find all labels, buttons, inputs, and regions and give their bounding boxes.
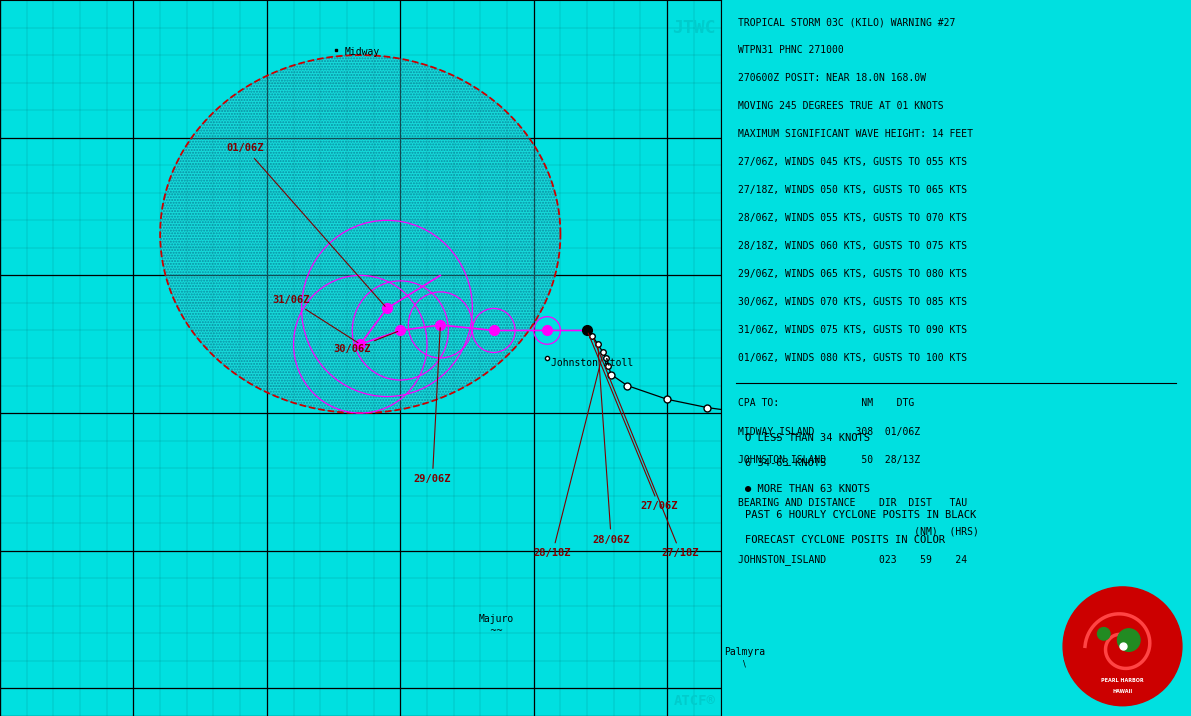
Text: 270600Z POSIT: NEAR 18.0N 168.0W: 270600Z POSIT: NEAR 18.0N 168.0W xyxy=(738,74,925,84)
Circle shape xyxy=(1117,629,1140,652)
Text: 28/18Z: 28/18Z xyxy=(534,355,603,558)
Text: ATCF®: ATCF® xyxy=(673,694,716,707)
Text: MOVING 245 DEGREES TRUE AT 01 KNOTS: MOVING 245 DEGREES TRUE AT 01 KNOTS xyxy=(738,102,943,112)
Text: JOHNSTON_ISLAND         023    59    24: JOHNSTON_ISLAND 023 59 24 xyxy=(738,554,967,565)
Text: 27/06Z: 27/06Z xyxy=(588,333,678,511)
Text: Johnston Atoll: Johnston Atoll xyxy=(551,358,634,368)
Text: 6 34-63 KNOTS: 6 34-63 KNOTS xyxy=(744,458,827,468)
Text: (NM)  (HRS): (NM) (HRS) xyxy=(738,526,979,536)
Text: 01/06Z, WINDS 080 KTS, GUSTS TO 100 KTS: 01/06Z, WINDS 080 KTS, GUSTS TO 100 KTS xyxy=(738,354,967,364)
Text: PAST 6 HOURLY CYCLONE POSITS IN BLACK: PAST 6 HOURLY CYCLONE POSITS IN BLACK xyxy=(744,510,977,520)
Text: 31/06Z, WINDS 075 KTS, GUSTS TO 090 KTS: 31/06Z, WINDS 075 KTS, GUSTS TO 090 KTS xyxy=(738,325,967,335)
Circle shape xyxy=(1097,627,1110,640)
Text: Majuro: Majuro xyxy=(479,614,515,624)
Text: 28/18Z, WINDS 060 KTS, GUSTS TO 075 KTS: 28/18Z, WINDS 060 KTS, GUSTS TO 075 KTS xyxy=(738,241,967,251)
Text: 27/18Z: 27/18Z xyxy=(593,339,699,558)
Text: 31/06Z: 31/06Z xyxy=(273,295,358,343)
Text: 28/06Z: 28/06Z xyxy=(592,347,630,544)
Text: Palmyra: Palmyra xyxy=(724,647,765,657)
Text: JOHNSTON_ISLAND      50  28/13Z: JOHNSTON_ISLAND 50 28/13Z xyxy=(738,454,921,465)
Text: 30/06Z, WINDS 070 KTS, GUSTS TO 085 KTS: 30/06Z, WINDS 070 KTS, GUSTS TO 085 KTS xyxy=(738,297,967,307)
Text: 29/06Z: 29/06Z xyxy=(413,328,451,484)
Text: 27/06Z, WINDS 045 KTS, GUSTS TO 055 KTS: 27/06Z, WINDS 045 KTS, GUSTS TO 055 KTS xyxy=(738,158,967,168)
Text: WTPN31 PHNC 271000: WTPN31 PHNC 271000 xyxy=(738,45,843,55)
Text: PEARL HARBOR: PEARL HARBOR xyxy=(1102,678,1143,683)
Text: 27/18Z, WINDS 050 KTS, GUSTS TO 065 KTS: 27/18Z, WINDS 050 KTS, GUSTS TO 065 KTS xyxy=(738,185,967,195)
Ellipse shape xyxy=(160,55,561,413)
Text: ● MORE THAN 63 KNOTS: ● MORE THAN 63 KNOTS xyxy=(744,484,869,494)
Text: JTWC: JTWC xyxy=(672,19,716,37)
Text: TROPICAL STORM 03C (KILO) WARNING #27: TROPICAL STORM 03C (KILO) WARNING #27 xyxy=(738,17,955,27)
Text: \: \ xyxy=(743,659,746,669)
Text: MAXIMUM SIGNIFICANT WAVE HEIGHT: 14 FEET: MAXIMUM SIGNIFICANT WAVE HEIGHT: 14 FEET xyxy=(738,130,973,140)
Text: HAWAII: HAWAII xyxy=(1112,689,1133,694)
Text: Midway: Midway xyxy=(344,47,380,57)
Text: BEARING AND DISTANCE    DIR  DIST   TAU: BEARING AND DISTANCE DIR DIST TAU xyxy=(738,498,967,508)
Text: FORECAST CYCLONE POSITS IN COLOR: FORECAST CYCLONE POSITS IN COLOR xyxy=(744,536,944,546)
Text: 30/06Z: 30/06Z xyxy=(333,332,398,354)
Text: 01/06Z: 01/06Z xyxy=(226,143,385,306)
Text: 28/06Z, WINDS 055 KTS, GUSTS TO 070 KTS: 28/06Z, WINDS 055 KTS, GUSTS TO 070 KTS xyxy=(738,213,967,223)
Circle shape xyxy=(1064,587,1181,706)
Text: 29/06Z, WINDS 065 KTS, GUSTS TO 080 KTS: 29/06Z, WINDS 065 KTS, GUSTS TO 080 KTS xyxy=(738,269,967,279)
Text: MIDWAY_ISLAND       308  01/06Z: MIDWAY_ISLAND 308 01/06Z xyxy=(738,426,921,437)
Text: CPA TO:              NM    DTG: CPA TO: NM DTG xyxy=(738,398,915,408)
Text: O LESS THAN 34 KNOTS: O LESS THAN 34 KNOTS xyxy=(744,432,869,442)
Text: ~~: ~~ xyxy=(490,626,504,635)
